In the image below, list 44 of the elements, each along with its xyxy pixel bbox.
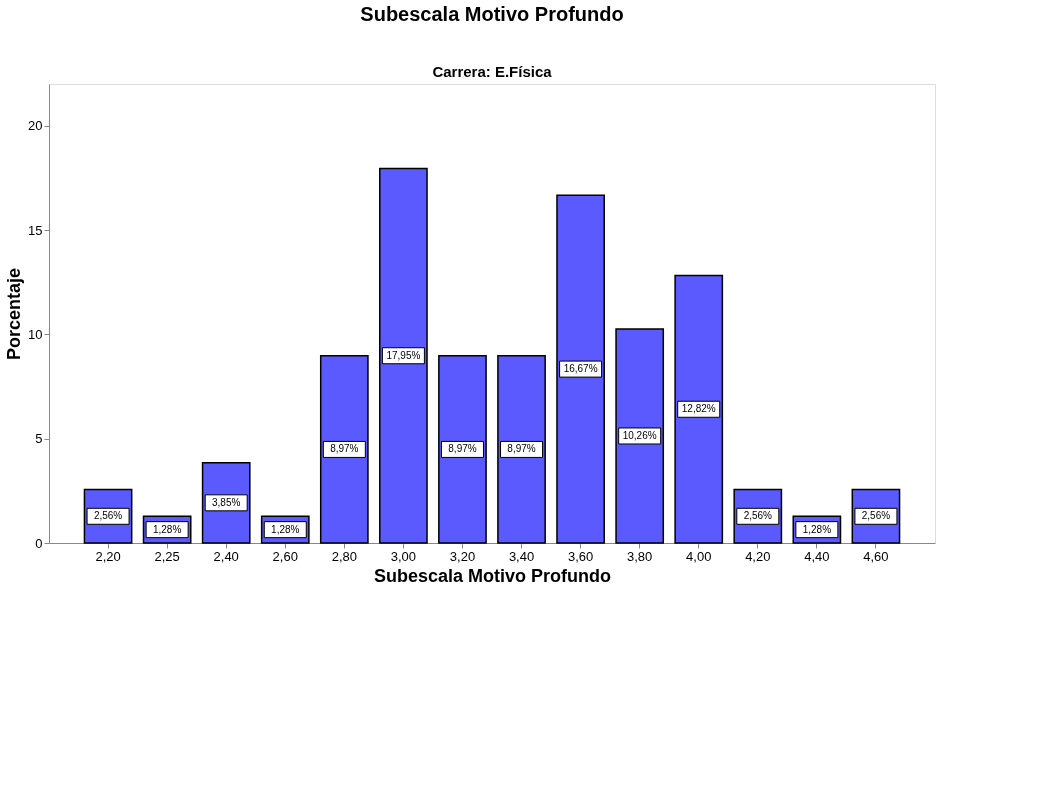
data-label: 10,26% (622, 429, 657, 441)
x-axis-title: Subescala Motivo Profundo (373, 565, 612, 586)
bar (615, 328, 665, 544)
x-tick-label: 4,60 (863, 548, 889, 564)
y-axis-title: Porcentaje (4, 267, 25, 361)
data-label: 12,82% (681, 403, 716, 415)
x-tick-label: 2,60 (272, 548, 298, 564)
x-tick-label: 3,80 (627, 548, 653, 564)
data-label: 2,56% (743, 510, 773, 522)
x-tick-label: 2,25 (154, 548, 180, 564)
bar (497, 355, 546, 544)
x-tick-label: 3,60 (567, 548, 594, 564)
x-tick-label: 4,20 (745, 548, 771, 564)
data-label: 16,67% (563, 363, 598, 375)
y-tick-label: 20 (28, 118, 43, 134)
x-tick-label: 2,20 (95, 548, 121, 564)
data-label: 1,28% (802, 523, 832, 535)
y-tick-label: 15 (28, 222, 43, 238)
data-label: 8,97% (448, 443, 477, 455)
data-label: 2,56% (93, 510, 123, 522)
x-tick-label: 2,80 (331, 548, 357, 564)
data-label: 17,95% (386, 349, 421, 361)
bar (556, 194, 605, 544)
bar (674, 274, 724, 544)
data-label: 8,97% (330, 443, 359, 455)
data-label: 1,28% (152, 523, 182, 535)
bar (438, 355, 487, 544)
data-label: 3,85% (212, 496, 241, 508)
x-tick-label: 4,40 (804, 548, 830, 564)
y-tick-label: 10 (28, 326, 43, 342)
chart-title: Subescala Motivo Profundo (360, 3, 624, 25)
x-tick-label: 4,00 (686, 548, 712, 564)
x-tick-label: 3,00 (390, 548, 417, 564)
data-label: 1,28% (271, 523, 300, 535)
y-tick-label: 5 (35, 431, 43, 447)
bar (379, 167, 428, 544)
data-label: 8,97% (507, 443, 536, 455)
y-tick-label: 0 (35, 535, 43, 551)
x-tick-label: 3,40 (508, 548, 535, 564)
x-tick-label: 2,40 (213, 548, 239, 564)
chart-subtitle: Carrera: E.Física (432, 63, 553, 80)
data-label: 2,56% (861, 510, 891, 522)
x-tick-label: 3,20 (449, 548, 476, 564)
bar (319, 355, 369, 544)
